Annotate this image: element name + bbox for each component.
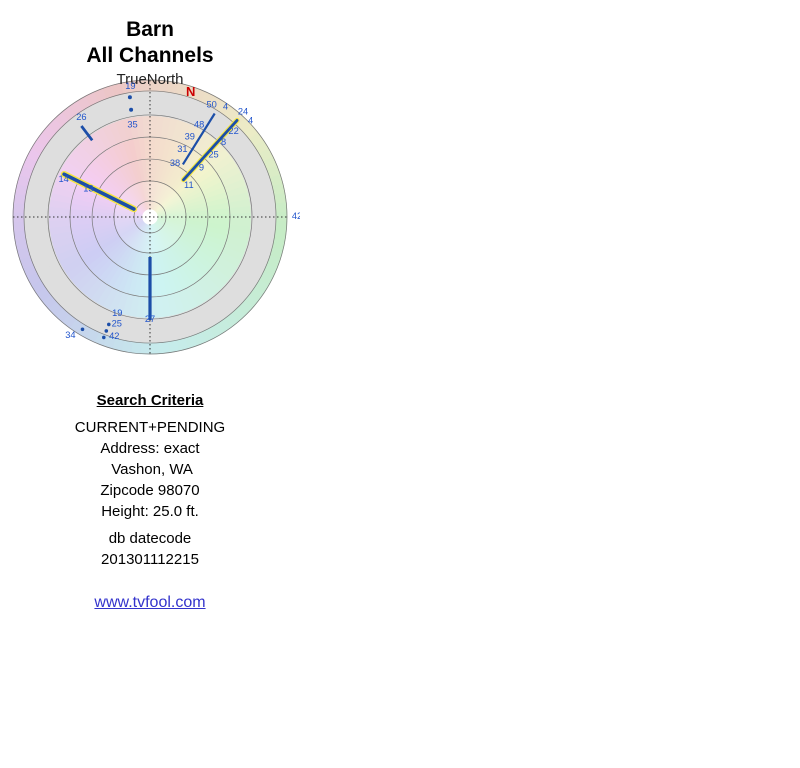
svg-text:27: 27 xyxy=(145,314,155,324)
svg-text:8: 8 xyxy=(221,137,226,147)
svg-text:25: 25 xyxy=(208,149,218,159)
svg-text:26: 26 xyxy=(76,112,86,122)
svg-text:14: 14 xyxy=(59,174,69,184)
svg-text:19: 19 xyxy=(125,81,135,91)
svg-text:24: 24 xyxy=(238,106,248,116)
svg-text:38: 38 xyxy=(170,158,180,168)
svg-text:4: 4 xyxy=(223,102,228,112)
svg-text:31: 31 xyxy=(177,144,187,154)
svg-text:34: 34 xyxy=(65,330,75,340)
svg-text:42: 42 xyxy=(292,211,300,221)
svg-text:13: 13 xyxy=(83,183,93,193)
svg-text:11: 11 xyxy=(184,180,194,190)
svg-text:9: 9 xyxy=(199,163,204,173)
svg-text:35: 35 xyxy=(127,120,137,130)
svg-text:4: 4 xyxy=(248,116,253,126)
svg-text:19: 19 xyxy=(112,308,122,318)
svg-text:39: 39 xyxy=(185,131,195,141)
svg-text:48: 48 xyxy=(194,119,204,129)
svg-text:22: 22 xyxy=(228,126,238,136)
svg-text:50: 50 xyxy=(207,100,217,110)
svg-text:25: 25 xyxy=(112,318,122,328)
svg-text:42: 42 xyxy=(109,331,119,341)
